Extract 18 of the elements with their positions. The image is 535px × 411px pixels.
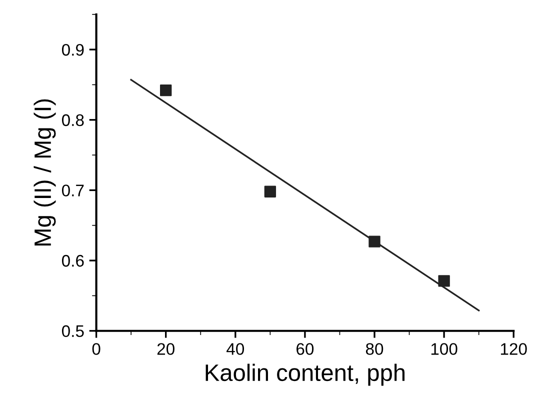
x-tick-label: 20 (157, 343, 174, 355)
x-tick-label: 60 (296, 343, 314, 355)
y-tick-label: 0.7 (62, 184, 84, 196)
x-axis-title: Kaolin content, pph (206, 364, 405, 386)
x-tick-label: 100 (431, 343, 458, 355)
y-tick-label: 0.8 (62, 114, 84, 126)
x-tick-label: 40 (226, 343, 244, 355)
x-tick-label: 80 (366, 343, 384, 355)
y-tick-label: 0.5 (62, 325, 84, 338)
point (160, 84, 172, 96)
y-tick-label: 0.6 (62, 254, 84, 267)
point (438, 275, 450, 287)
point (368, 236, 380, 248)
x-tick-label: 120 (500, 343, 527, 355)
y-tick-label: 0.9 (62, 44, 84, 56)
point (264, 186, 276, 198)
y-axis-title: Mg (II) / Mg (I) (34, 99, 56, 246)
x-tick-label: 0 (92, 343, 100, 355)
